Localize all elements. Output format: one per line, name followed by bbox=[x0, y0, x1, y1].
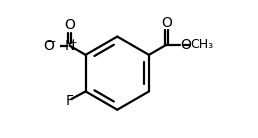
Text: F: F bbox=[65, 94, 73, 108]
Text: O: O bbox=[64, 18, 75, 32]
Text: N: N bbox=[64, 39, 75, 53]
Text: O: O bbox=[181, 38, 191, 52]
Text: +: + bbox=[69, 38, 77, 48]
Text: CH₃: CH₃ bbox=[191, 38, 214, 51]
Text: O: O bbox=[44, 39, 54, 53]
Text: −: − bbox=[46, 36, 57, 49]
Text: O: O bbox=[161, 16, 172, 30]
